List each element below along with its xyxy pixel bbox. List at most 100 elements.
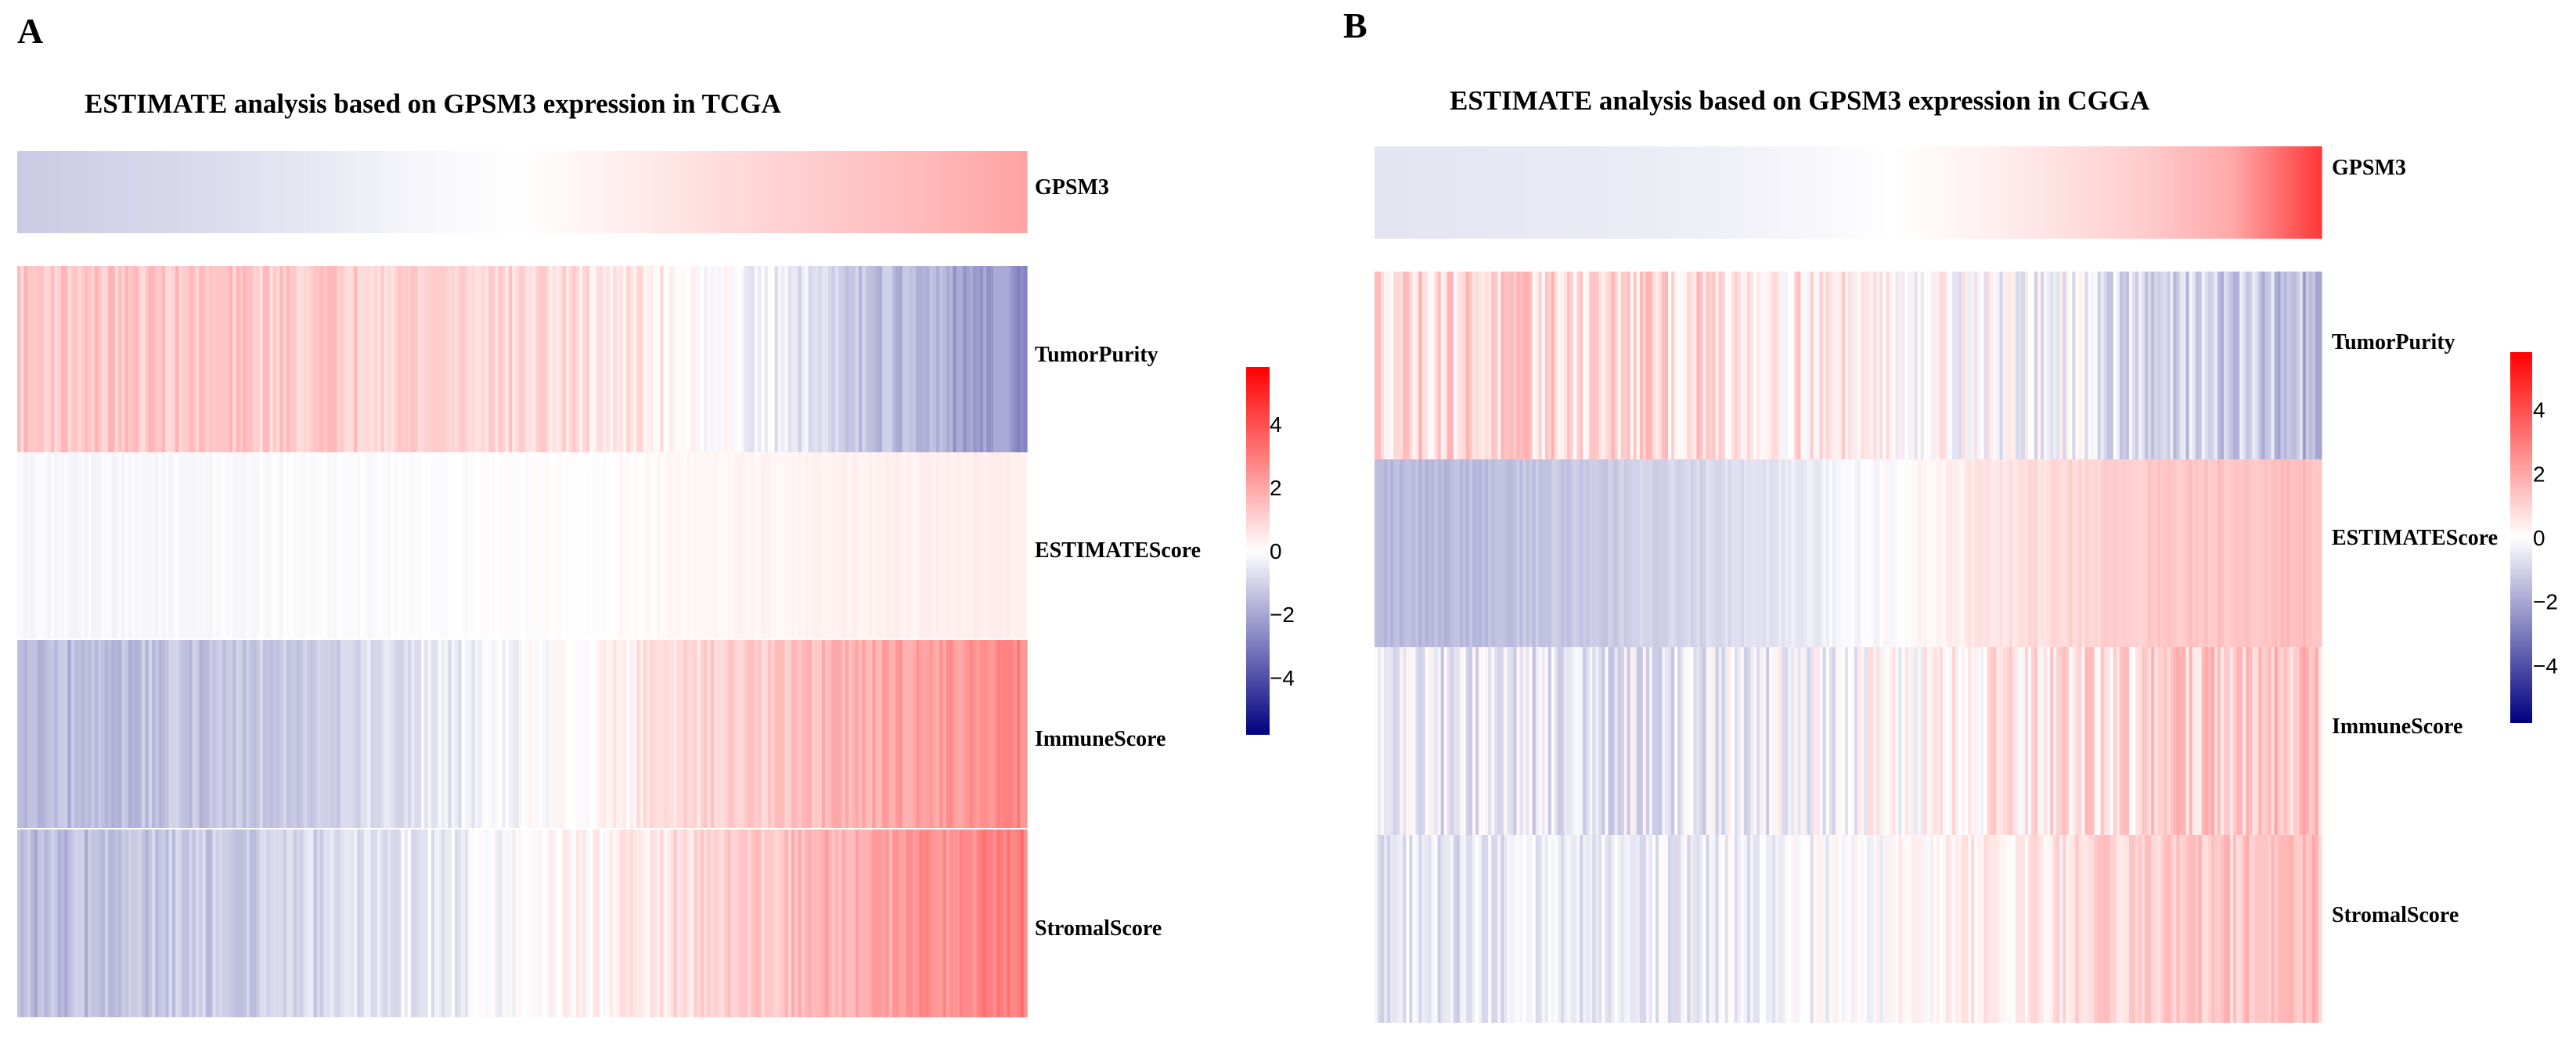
heatmap-cell <box>956 640 960 828</box>
heatmap-cell <box>1797 835 1802 1023</box>
panel-b-row-label-estimatescore: ESTIMATEScore <box>2332 526 2498 550</box>
heatmap-cell <box>2034 835 2038 1023</box>
heatmap-cell <box>619 452 624 639</box>
heatmap-cell <box>1914 647 1918 835</box>
heatmap-cell <box>1390 647 1394 835</box>
heatmap-cell <box>1501 647 1504 835</box>
heatmap-cell <box>1396 835 1400 1023</box>
heatmap-cell <box>70 452 75 639</box>
panel-a-row-label-gpsm3: GPSM3 <box>1035 175 1109 200</box>
heatmap-cell <box>1728 146 1732 239</box>
heatmap-cell <box>1712 647 1717 835</box>
heatmap-cell <box>1706 272 1710 459</box>
panel-a-row-label-immunescore: ImmuneScore <box>1035 727 1166 751</box>
panel-b-title: ESTIMATE analysis based on GPSM3 express… <box>1450 85 2150 116</box>
heatmap-cell <box>74 829 78 1017</box>
heatmap-cell <box>724 266 728 452</box>
heatmap-cell <box>1396 272 1400 459</box>
heatmap-cell <box>969 640 974 828</box>
heatmap-cell <box>1560 459 1565 647</box>
heatmap-cell <box>926 829 930 1017</box>
heatmap-cell <box>1406 459 1410 647</box>
heatmap-cell <box>1595 272 1599 459</box>
heatmap-cell <box>1535 272 1540 459</box>
heatmap-cell <box>1434 146 1439 239</box>
heatmap-cell <box>1465 835 1470 1023</box>
heatmap-cell <box>2318 835 2322 1023</box>
heatmap-cell <box>1547 647 1552 835</box>
heatmap-cell <box>290 640 294 828</box>
heatmap-cell <box>2116 835 2120 1023</box>
heatmap-cell <box>872 452 877 639</box>
heatmap-cell <box>2145 835 2149 1023</box>
heatmap-cell <box>1428 459 1432 647</box>
heatmap-cell <box>673 452 678 639</box>
heatmap-cell <box>1551 647 1555 835</box>
heatmap-cell <box>811 151 816 233</box>
heatmap-cell <box>660 452 665 639</box>
heatmap-cell <box>2230 647 2234 835</box>
heatmap-cell <box>744 640 748 828</box>
heatmap-cell <box>805 452 809 639</box>
heatmap-cell <box>1908 459 1912 647</box>
heatmap-cell <box>1381 146 1385 239</box>
heatmap-cell <box>939 640 944 828</box>
heatmap-cell <box>515 829 520 1017</box>
heatmap-cell <box>825 266 829 452</box>
heatmap-cell <box>502 640 506 828</box>
heatmap-cell <box>1917 146 1922 239</box>
heatmap-cell <box>1425 146 1429 239</box>
heatmap-cell <box>582 266 587 452</box>
heatmap-cell <box>2138 835 2142 1023</box>
heatmap-cell <box>421 829 425 1017</box>
heatmap-cell <box>1013 640 1018 828</box>
heatmap-cell <box>818 829 823 1017</box>
heatmap-cell <box>895 640 900 828</box>
heatmap-cell <box>1864 835 1868 1023</box>
heatmap-cell <box>549 151 553 233</box>
heatmap-cell <box>1763 647 1767 835</box>
heatmap-cell <box>178 151 183 233</box>
heatmap-cell <box>1699 459 1704 647</box>
heatmap-cell <box>1516 459 1521 647</box>
heatmap-cell <box>758 452 762 639</box>
heatmap-cell <box>1943 835 1947 1023</box>
heatmap-cell <box>1662 146 1666 239</box>
heatmap-cell <box>1450 647 1454 835</box>
heatmap-cell <box>599 640 603 828</box>
heatmap-cell <box>357 640 362 828</box>
heatmap-cell <box>1554 146 1558 239</box>
heatmap-cell <box>626 266 631 452</box>
heatmap-cell <box>209 829 213 1017</box>
heatmap-cell <box>1482 146 1486 239</box>
heatmap-cell <box>639 452 644 639</box>
heatmap-cell <box>1440 647 1445 835</box>
heatmap-cell <box>1605 459 1609 647</box>
heatmap-cell <box>182 266 186 452</box>
heatmap-cell <box>1462 459 1467 647</box>
heatmap-cell <box>821 266 826 452</box>
heatmap-cell <box>549 829 553 1017</box>
heatmap-cell <box>2103 146 2108 239</box>
heatmap-cell <box>155 829 160 1017</box>
heatmap-cell <box>215 452 220 639</box>
heatmap-cell <box>1753 835 1757 1023</box>
heatmap-cell <box>326 829 331 1017</box>
heatmap-cell <box>1655 835 1659 1023</box>
heatmap-cell <box>1491 272 1495 459</box>
heatmap-cell <box>1898 835 1903 1023</box>
heatmap-cell <box>1926 272 1931 459</box>
heatmap-cell <box>37 151 41 233</box>
heatmap-cell <box>1892 459 1897 647</box>
heatmap-cell <box>85 151 88 233</box>
heatmap-cell <box>2041 459 2045 647</box>
heatmap-cell <box>91 266 95 452</box>
heatmap-cell <box>865 452 870 639</box>
heatmap-cell <box>862 266 866 452</box>
heatmap-cell <box>906 452 910 639</box>
heatmap-cell <box>2293 146 2297 239</box>
heatmap-cell <box>1904 459 1909 647</box>
heatmap-cell <box>1996 146 2001 239</box>
heatmap-cell <box>565 452 570 639</box>
heatmap-cell <box>1983 272 1988 459</box>
